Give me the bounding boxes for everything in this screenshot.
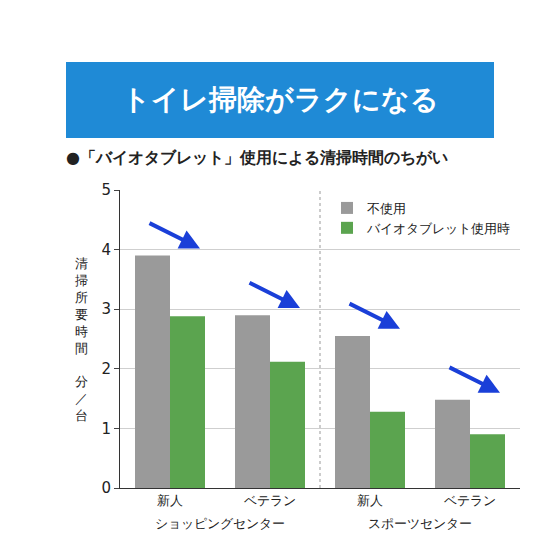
- svg-text:ベテラン: ベテラン: [444, 493, 496, 508]
- svg-text:3: 3: [101, 300, 111, 318]
- svg-text:新人: 新人: [157, 493, 183, 508]
- svg-text:0: 0: [101, 479, 111, 497]
- html-text:●「バイオタブレット」使用による清掃時間のちがい: ●「バイオタブレット」使用による清掃時間のちがい: [66, 148, 448, 167]
- svg-text:5: 5: [101, 181, 111, 199]
- svg-text:新人: 新人: [357, 493, 383, 508]
- svg-text:ベテラン: ベテラン: [244, 493, 296, 508]
- svg-text:4: 4: [101, 241, 111, 259]
- svg-text:バイオタブレット使用時: バイオタブレット使用時: [366, 221, 510, 236]
- svg-text:不使用: 不使用: [367, 201, 406, 216]
- svg-text:1: 1: [101, 420, 111, 438]
- svg-text:清掃所要時間分／台: 清掃所要時間分／台: [75, 256, 88, 423]
- svg-text:スポーツセンター: スポーツセンター: [368, 516, 472, 531]
- svg-text:ショッピングセンター: ショッピングセンター: [155, 516, 285, 531]
- svg-text:2: 2: [101, 360, 111, 378]
- html-text:トイレ掃除がラクになる: トイレ掃除がラクになる: [121, 83, 439, 116]
